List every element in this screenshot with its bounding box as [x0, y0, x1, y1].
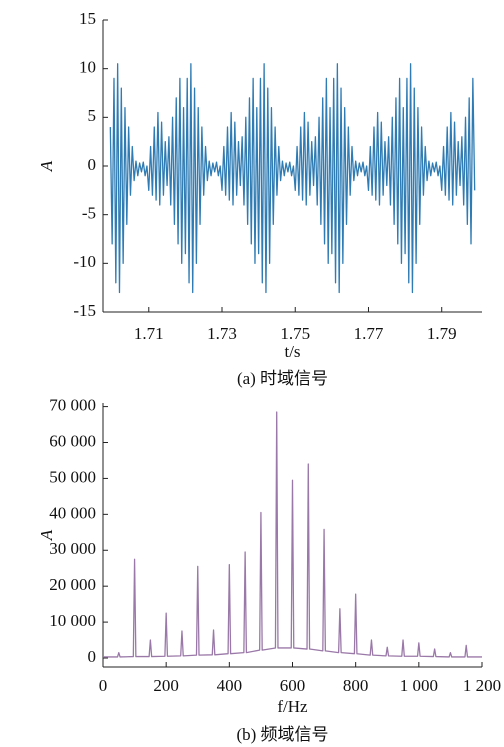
signal-line: [109, 63, 476, 294]
x-tick-label: 1.77: [354, 324, 384, 343]
y-tick-label: 10 000: [49, 611, 96, 630]
x-tick-label: 400: [217, 676, 243, 695]
x-tick-label: 1 200: [463, 676, 501, 695]
x-axis-label: t/s: [284, 342, 300, 361]
y-tick-label: 70 000: [49, 395, 96, 414]
x-axis-label: f/Hz: [277, 697, 308, 716]
y-tick-label: 30 000: [49, 539, 96, 558]
y-tick-label: 40 000: [49, 503, 96, 522]
y-tick-label: -15: [73, 301, 96, 320]
x-tick-label: 1.75: [280, 324, 310, 343]
y-tick-label: 50 000: [49, 467, 96, 486]
x-tick-label: 200: [153, 676, 179, 695]
y-tick-label: 15: [79, 9, 96, 28]
subplot-title: (a) 时域信号: [237, 369, 328, 388]
y-tick-label: 0: [88, 647, 97, 666]
x-tick-label: 1.71: [134, 324, 164, 343]
signal-line: [103, 411, 482, 658]
y-tick-label: 20 000: [49, 575, 96, 594]
x-tick-label: 1 000: [400, 676, 438, 695]
x-tick-label: 0: [99, 676, 108, 695]
y-axis-label: A: [37, 160, 56, 172]
y-tick-label: -5: [82, 204, 96, 223]
y-axis-label: A: [37, 529, 56, 541]
y-tick-label: 5: [88, 106, 97, 125]
y-tick-label: 0: [88, 155, 97, 174]
x-tick-label: 1.79: [427, 324, 457, 343]
x-tick-label: 600: [280, 676, 306, 695]
subplot-title: (b) 频域信号: [236, 725, 328, 744]
y-tick-label: 10: [79, 58, 96, 77]
x-tick-label: 1.73: [207, 324, 237, 343]
y-tick-label: 60 000: [49, 431, 96, 450]
x-tick-label: 800: [343, 676, 369, 695]
y-tick-label: -10: [73, 252, 96, 271]
